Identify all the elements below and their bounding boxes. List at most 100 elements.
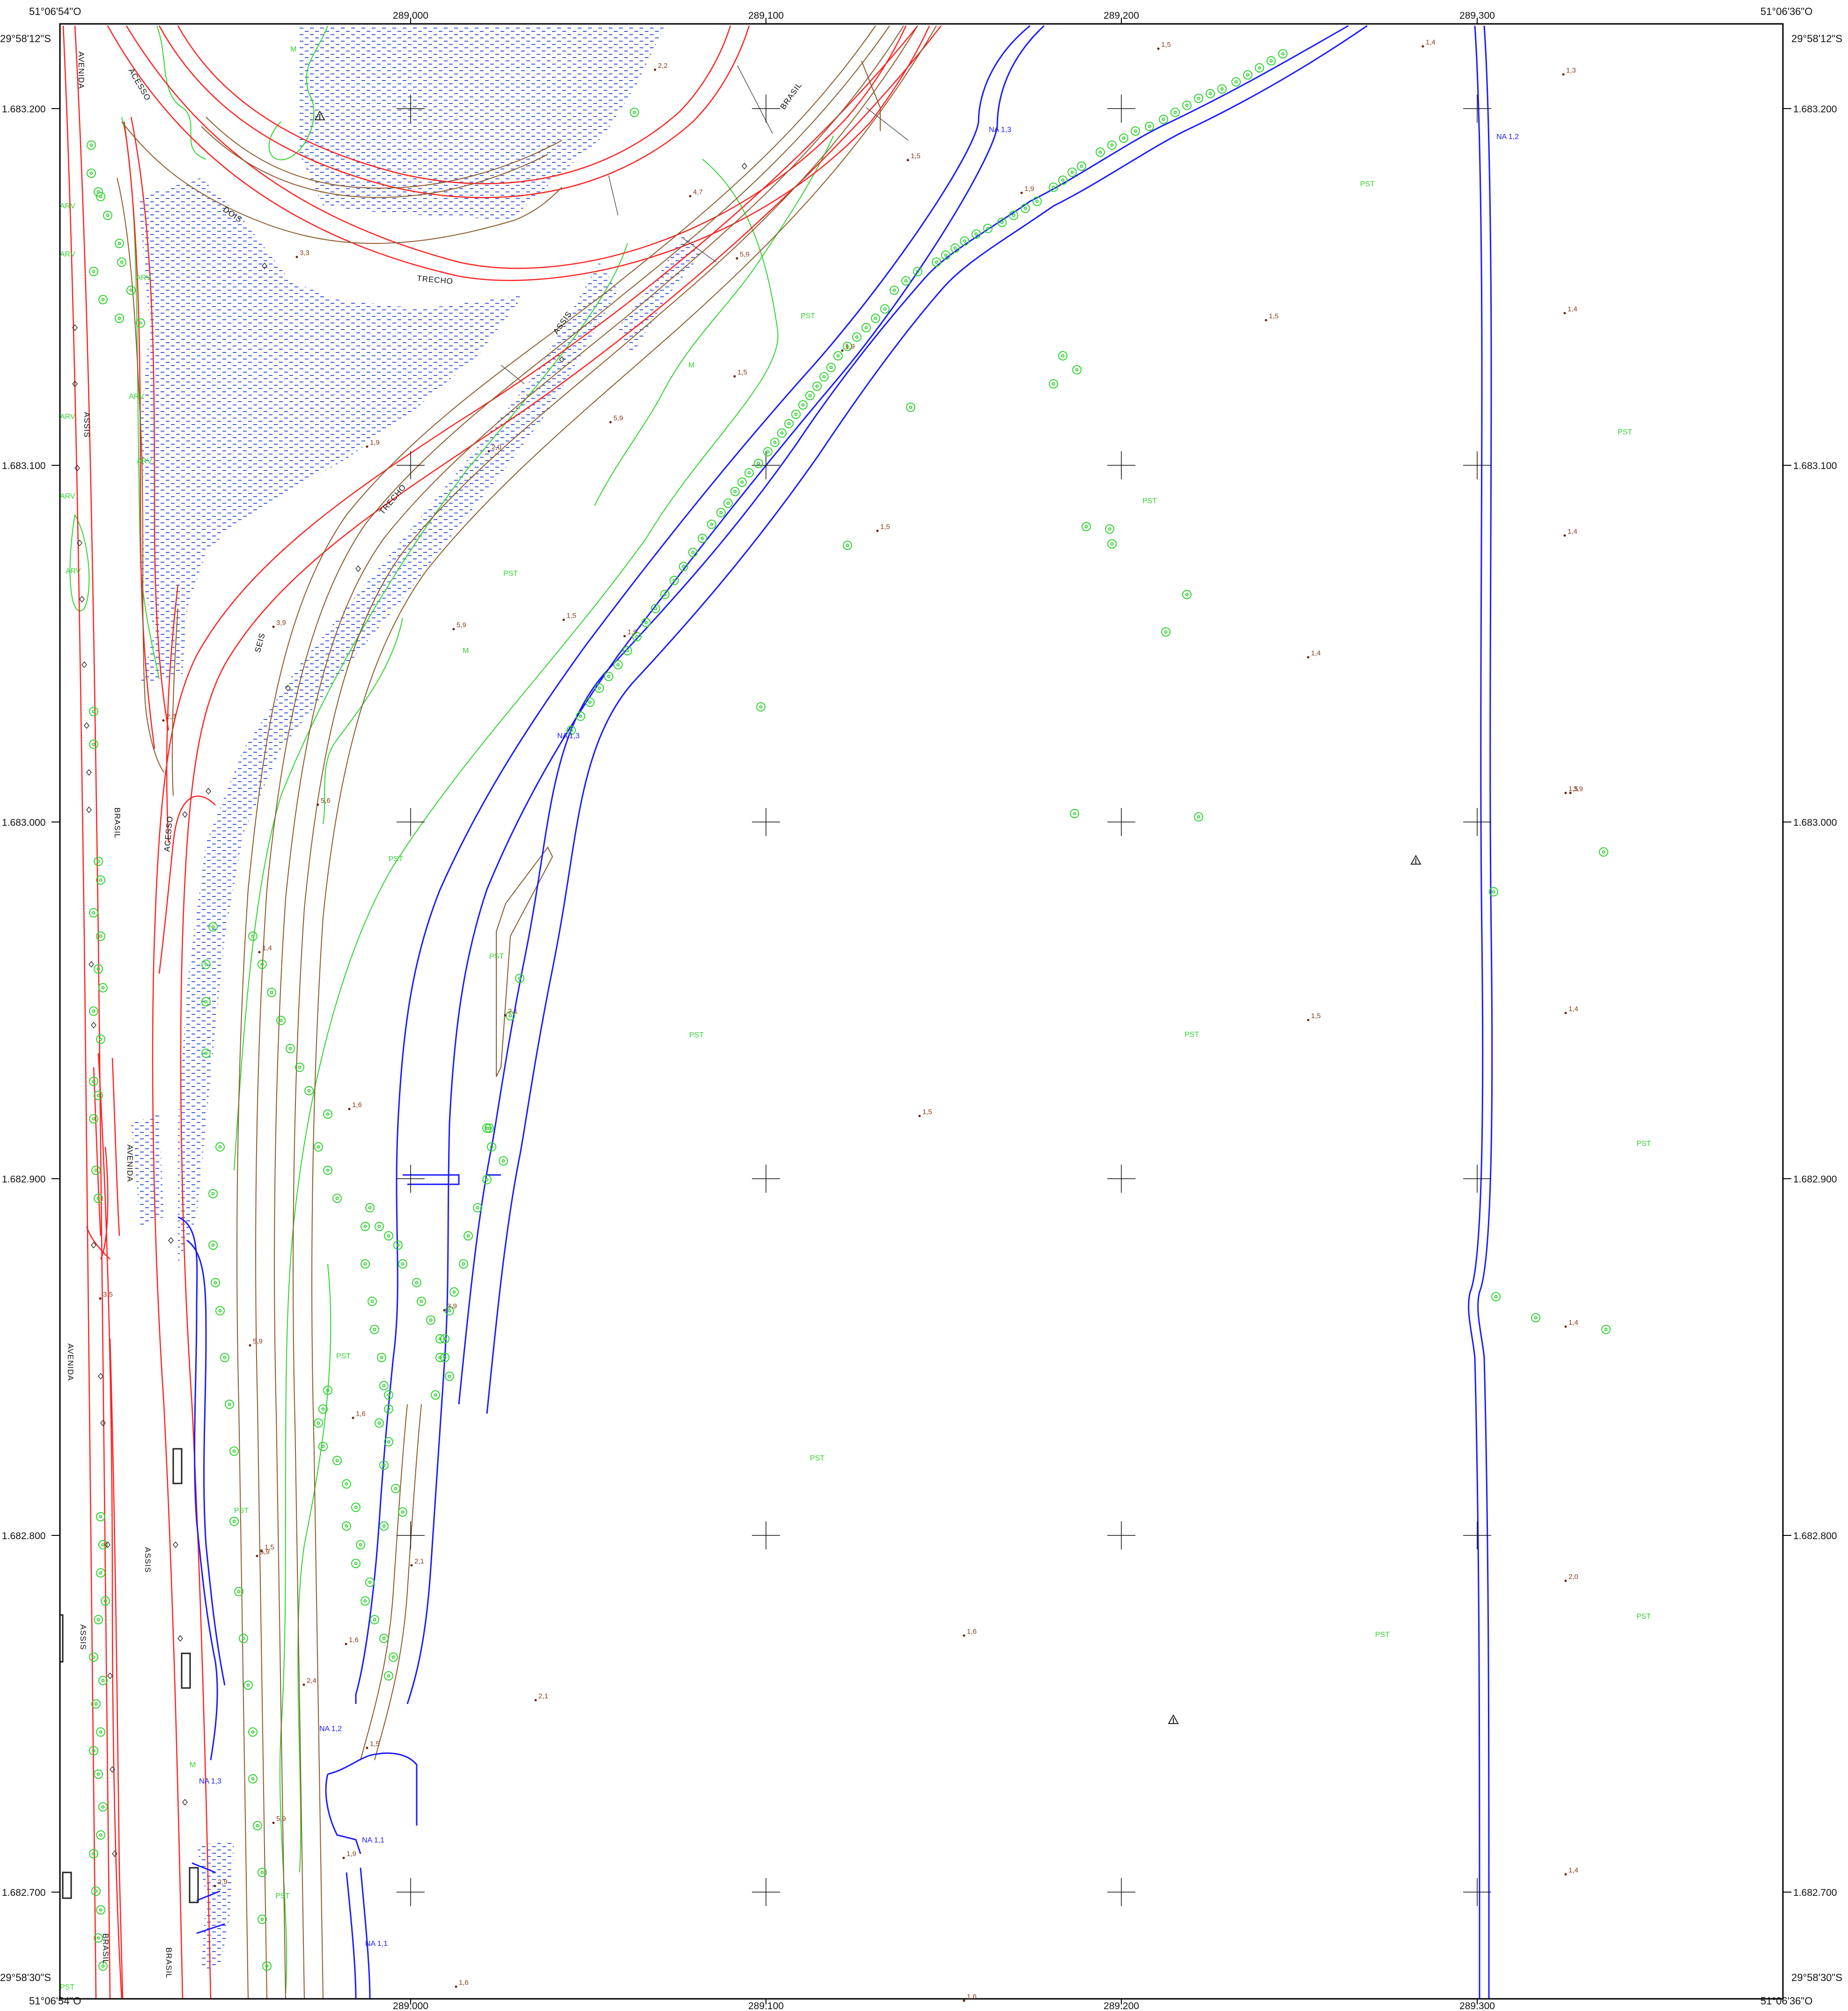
road-marker-icon — [285, 684, 291, 692]
road-marker-icon — [98, 1372, 103, 1380]
tree-icon — [843, 541, 852, 550]
tree-icon — [515, 974, 524, 983]
tree-icon-center — [466, 1234, 470, 1238]
elevation-label: 1,6 — [459, 1979, 469, 1987]
elevation-label: 1,4 — [1568, 305, 1577, 313]
tree-icon — [323, 1109, 332, 1119]
tree-icon — [440, 1334, 449, 1343]
structures — [60, 1448, 199, 1903]
elevation-point — [249, 1344, 251, 1347]
tree-icon — [485, 1123, 494, 1133]
tree-icon — [417, 1297, 426, 1306]
vegetation-outlines — [69, 25, 834, 1995]
tree-icon-center — [935, 260, 938, 264]
tree-icon — [96, 192, 105, 201]
tree-icon-center — [335, 1196, 339, 1200]
map-frame — [59, 23, 1784, 2000]
tree-icon-center — [270, 991, 273, 994]
tree-icon-center — [92, 911, 96, 915]
tree-icon — [375, 1222, 384, 1231]
road-marker-icon — [110, 1766, 115, 1773]
tree-icon-center — [1602, 850, 1605, 854]
tree-icon — [1096, 147, 1105, 157]
tree-icon-center — [815, 384, 819, 388]
tree-icon — [784, 419, 794, 428]
elevation-label: 1,3 — [1566, 66, 1576, 74]
tree-icon — [361, 1259, 370, 1269]
tree-icon — [1021, 204, 1030, 213]
tree-icon-center — [672, 579, 676, 582]
tree-icon — [707, 520, 716, 529]
tree-icon — [1072, 365, 1082, 374]
vegetation-label: PST — [810, 1454, 825, 1462]
tree-icon-center — [1073, 812, 1076, 815]
tree-icon — [756, 702, 766, 712]
vegetation-labels: M ARV ARV ARV ARV ARV ARV ARV ARV PST PS… — [60, 45, 1651, 1991]
elevation-point — [534, 1699, 537, 1702]
tree-icon-center — [1162, 117, 1165, 121]
corner-bottom-right: 51°06'36"O — [1760, 1995, 1813, 2007]
vegetation-label: PST — [489, 953, 504, 961]
tree-icon-center — [443, 1356, 447, 1359]
elevation-point — [1564, 1579, 1567, 1582]
water-lines — [177, 25, 1493, 1999]
tree-icon-center — [394, 1487, 398, 1490]
tree-icon — [94, 1091, 103, 1100]
tree-icon-center — [96, 1936, 100, 1940]
tree-icon — [98, 1961, 108, 1971]
tree-icon-center — [96, 1196, 100, 1200]
tree-icon-center — [345, 1482, 348, 1486]
tree-icon — [239, 1634, 248, 1643]
tree-icon — [248, 932, 258, 941]
survey-marker-icon — [1168, 1714, 1179, 1724]
tree-icon-center — [368, 1580, 372, 1584]
tree-icon — [777, 428, 787, 438]
tree-icon — [770, 438, 780, 447]
elevation-label: 1,6 — [967, 1993, 977, 2001]
tree-icon — [576, 712, 585, 721]
elevation-label: 2,1 — [414, 1557, 424, 1565]
tree-icon-center — [92, 1009, 96, 1013]
easting-labels-top: 289.000 289.100 289.200 289.300 — [393, 10, 1495, 21]
vegetation-label: PST — [801, 312, 815, 320]
tree-icon-center — [101, 1964, 105, 1968]
elevation-label: 3,5 — [103, 1291, 113, 1299]
elevation-point — [1564, 1012, 1567, 1014]
tree-icon-center — [101, 1679, 105, 1682]
tree-icon-center — [1148, 125, 1151, 128]
elevation-label: 5,9 — [456, 621, 466, 629]
tree-icon — [763, 447, 773, 456]
tree-icon — [276, 1016, 286, 1025]
elevation-label: 1,9 — [627, 628, 637, 636]
elevation-point — [99, 1297, 102, 1300]
tree-icon — [798, 400, 808, 410]
road-marker-icon — [173, 1541, 178, 1549]
northing-label: 1.682.700 — [2, 1887, 45, 1898]
tree-icon-center — [616, 663, 620, 667]
tree-icon — [248, 1727, 258, 1737]
road-marker-icon — [72, 324, 78, 331]
tree-icon — [91, 1166, 101, 1175]
northing-label: 1.683.200 — [1793, 104, 1837, 115]
northing-labels-left: 1.683.200 1.683.100 1.683.000 1.682.900 … — [2, 104, 45, 1898]
elevation-label: 1,5 — [1311, 1012, 1321, 1020]
tree-icon — [318, 1442, 328, 1451]
elevation-label: 1,5 — [1568, 785, 1578, 793]
street-label: BRASIL — [101, 1933, 110, 1964]
elevation-point — [906, 159, 909, 161]
tree-icon — [379, 1381, 389, 1390]
elevation-label: 1,5 — [567, 612, 576, 620]
elevation-point — [1564, 1873, 1567, 1876]
tree-icon — [318, 1404, 328, 1414]
vegetation-label: PST — [389, 855, 403, 863]
elevation-label: 2,0 — [1568, 1573, 1578, 1581]
tree-icon-center — [92, 1852, 96, 1856]
tree-icon — [791, 410, 801, 419]
vegetation-label: M — [190, 1761, 196, 1769]
easting-label: 289.100 — [748, 10, 784, 21]
elevation-point — [1564, 1325, 1567, 1328]
tree-icon-center — [401, 1510, 405, 1514]
elevation-point — [352, 1417, 354, 1419]
tree-icon — [805, 391, 815, 400]
tree-icon — [115, 239, 124, 248]
